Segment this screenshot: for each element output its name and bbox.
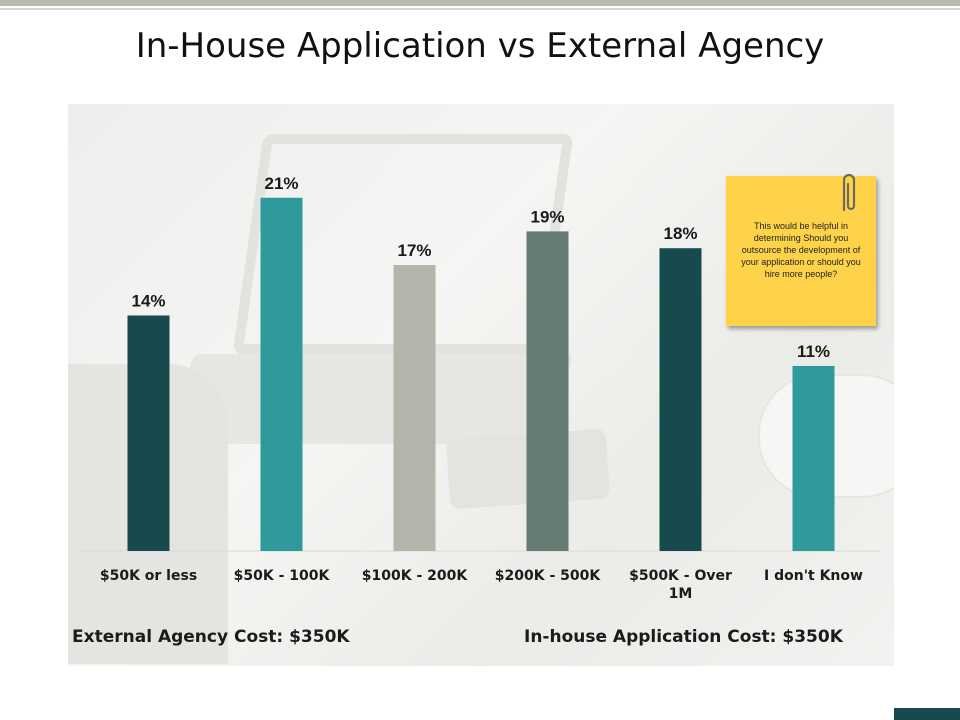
bar-3 [526, 231, 569, 551]
external-agency-cost: External Agency Cost: $350K [72, 627, 350, 647]
data-label-5: 11% [797, 342, 830, 361]
x-tick-label-5: I don't Know [764, 568, 863, 584]
x-tick-label-3: $200K - 500K [495, 568, 602, 584]
data-label-4: 18% [663, 224, 697, 243]
bar-0 [127, 315, 170, 551]
paperclip-icon [842, 173, 856, 212]
bar-1 [260, 197, 303, 551]
inhouse-application-cost: In-house Application Cost: $350K [524, 627, 843, 647]
data-label-1: 21% [264, 174, 298, 193]
top-rule-thin [0, 8, 960, 10]
data-label-3: 19% [530, 207, 564, 226]
sticky-note-text: This would be helpful in determining Sho… [741, 221, 861, 279]
x-tick-label-2: $100K - 200K [362, 568, 469, 584]
top-rule [0, 0, 960, 6]
x-tick-label-4: $500K - Over 1M [629, 568, 732, 602]
sticky-note: This would be helpful in determining Sho… [726, 176, 876, 326]
corner-accent [894, 708, 960, 720]
data-label-2: 17% [397, 241, 431, 260]
bar-4 [659, 248, 702, 551]
data-label-0: 14% [131, 292, 165, 311]
slide-title: In-House Application vs External Agency [135, 26, 825, 66]
x-tick-label-1: $50K - 100K [234, 568, 331, 584]
x-tick-label-0: $50K or less [100, 568, 197, 584]
bar-2 [393, 265, 436, 551]
bar-5 [792, 365, 835, 551]
